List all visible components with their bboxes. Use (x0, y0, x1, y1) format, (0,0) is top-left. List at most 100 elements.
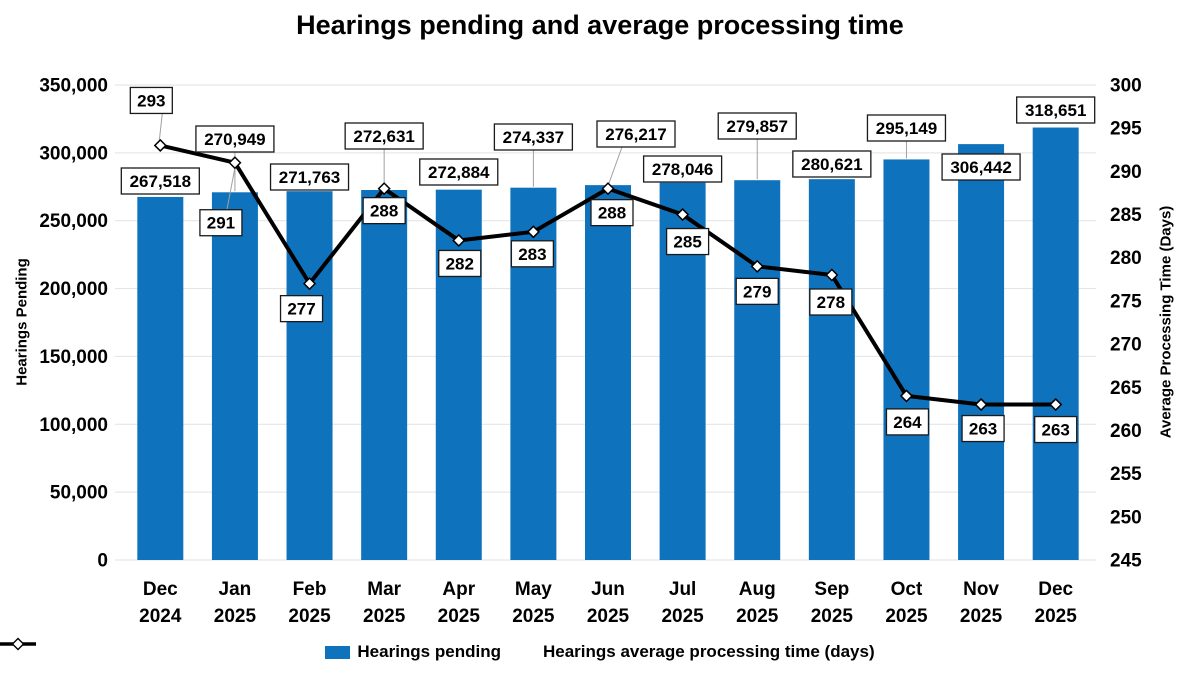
x-category-year: 2025 (512, 606, 555, 627)
bar (585, 185, 631, 560)
x-category-year: 2025 (288, 606, 331, 627)
line-value-label-text: 288 (370, 202, 398, 221)
bar (211, 192, 258, 560)
x-category-year: 2025 (363, 606, 406, 627)
y-left-tick: 250,000 (39, 211, 108, 232)
line-marker (974, 397, 988, 412)
bar-swatch-icon (325, 645, 351, 659)
line-value-label (885, 408, 930, 436)
bar-value-label (642, 155, 723, 183)
y-right-tick: 270 (1110, 335, 1142, 356)
legend-line-label: Hearings average processing time (days) (542, 642, 875, 661)
bar-value-label (1016, 96, 1096, 124)
bar (958, 144, 1005, 560)
y-left-tick: 300,000 (39, 143, 108, 164)
x-category-month: Sep (814, 579, 849, 600)
x-category-month: Nov (963, 579, 999, 600)
bar-value-label (269, 163, 350, 191)
y-right-tick: 285 (1110, 205, 1142, 226)
x-category-month: Jun (591, 579, 625, 600)
bar-value-label (717, 112, 797, 140)
line-value-label-text: 278 (817, 293, 845, 312)
line-marker (825, 268, 839, 282)
bar-value-label-text: 306,442 (950, 158, 1011, 177)
line-value-label (809, 288, 853, 316)
bar (286, 191, 333, 561)
line-marker (153, 138, 167, 153)
x-category-year: 2025 (885, 606, 928, 627)
bar-value-label-text: 295,149 (876, 119, 937, 138)
y-left-tick: 200,000 (39, 279, 108, 300)
line-value-label (590, 198, 634, 227)
x-category-year: 2025 (811, 606, 854, 627)
x-category-month: May (515, 579, 552, 600)
y-left-tick: 50,000 (50, 483, 108, 504)
line-marker (452, 233, 466, 248)
y-right-tick: 250 (1110, 507, 1142, 528)
bar-value-label-text: 267,518 (130, 172, 191, 191)
bar (361, 190, 408, 560)
y-left-tick: 100,000 (39, 415, 108, 436)
legend-item-bars: Hearings pending (325, 642, 501, 662)
y-right-tick: 260 (1110, 421, 1142, 442)
bar-value-label-text: 278,046 (652, 160, 713, 179)
line-marker (676, 207, 690, 222)
line-value-label-text: 288 (598, 204, 626, 223)
line-value-label-text: 264 (893, 413, 922, 432)
x-category-month: Dec (143, 579, 178, 600)
bar-value-label (596, 120, 676, 148)
line-marker-icon (0, 637, 36, 651)
y-left-tick: 150,000 (39, 347, 108, 368)
x-category-month: Oct (891, 579, 923, 600)
bar-value-label (344, 122, 424, 150)
line-value-label (279, 294, 324, 323)
bar-value-label (195, 125, 275, 153)
bar-value-label-text: 280,621 (801, 155, 862, 174)
y-right-tick: 245 (1110, 551, 1142, 572)
line-value-label (961, 414, 1005, 443)
y-left-tick: 0 (97, 551, 108, 572)
bar-value-label-text: 276,217 (605, 125, 666, 144)
legend: Hearings pending Hearings average proces… (0, 637, 1200, 667)
line-value-label-text: 283 (518, 245, 546, 264)
x-category-year: 2025 (736, 606, 779, 627)
x-category-month: Feb (293, 579, 327, 600)
x-category-year: 2025 (214, 606, 257, 627)
line-value-label (510, 240, 555, 268)
bar-value-label (419, 158, 499, 186)
line-marker (750, 259, 764, 273)
x-category-month: Apr (442, 579, 475, 600)
x-category-year: 2025 (1035, 606, 1078, 627)
bar-value-label-text: 271,763 (279, 168, 340, 187)
bar-value-label (120, 167, 200, 195)
y-right-tick: 280 (1110, 248, 1142, 269)
line-value-label-text: 279 (743, 282, 771, 301)
y-right-tick: 300 (1110, 76, 1142, 97)
line-marker (1049, 397, 1063, 412)
x-category-year: 2025 (587, 606, 630, 627)
line-value-label-text: 291 (207, 214, 235, 233)
bar-value-label-text: 272,884 (428, 163, 490, 182)
bar-value-label (493, 123, 574, 151)
y-left-tick: 350,000 (39, 76, 108, 97)
line-marker (302, 277, 317, 291)
line-value-label (199, 209, 243, 237)
legend-bars-label: Hearings pending (357, 642, 501, 661)
y-right-tick: 265 (1110, 378, 1142, 399)
line-value-label-text: 293 (137, 91, 165, 110)
bar (883, 159, 930, 560)
line-marker (377, 182, 391, 196)
x-category-year: 2025 (960, 606, 1003, 627)
x-category-year: 2025 (661, 606, 704, 627)
bar (137, 196, 184, 560)
line-value-label (665, 227, 710, 256)
x-category-month: Jan (219, 579, 252, 600)
x-category-month: Aug (739, 579, 776, 600)
line-value-label (438, 249, 482, 278)
line-value-label-text: 277 (287, 300, 315, 319)
bar-value-label-text: 318,651 (1025, 101, 1086, 120)
line-value-label-text: 285 (673, 233, 701, 252)
leader-line (608, 146, 623, 184)
